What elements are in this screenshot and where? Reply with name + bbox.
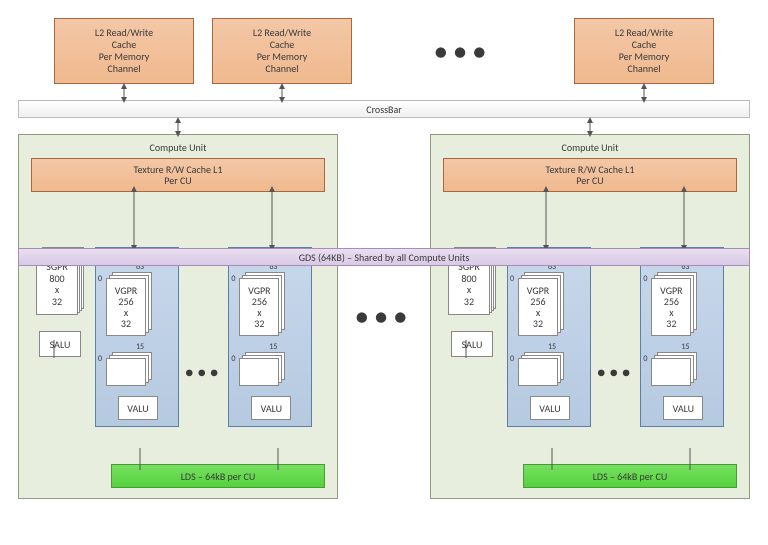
cu-title: Compute Unit — [31, 141, 325, 154]
valu-box: VALU — [118, 396, 158, 420]
crossbar-label: CrossBar — [366, 103, 401, 116]
l1-cache: Texture R/W Cache L1 Per CU — [31, 158, 325, 192]
lds-box: LDS – 64kB per CU — [111, 464, 325, 488]
lds-box: LDS – 64kB per CU — [523, 464, 737, 488]
gds-bar: GDS (64KB) – Shared by all Compute Units — [18, 248, 750, 266]
l2-cache-box: L2 Read/Write Cache Per Memory Channel — [574, 18, 714, 84]
ellipsis-icon: ●●● — [370, 38, 556, 65]
l2-cache-box: L2 Read/Write Cache Per Memory Channel — [212, 18, 352, 84]
compute-unit: Compute Unit Texture R/W Cache L1 Per CU… — [430, 134, 750, 499]
l2-line4: Channel — [107, 63, 140, 75]
salu-box: SALU — [39, 331, 81, 357]
valu-box: VALU — [251, 396, 291, 420]
ellipsis-icon: ●●● — [185, 364, 222, 381]
l1-cache: Texture R/W Cache L1 Per CU — [443, 158, 737, 192]
compute-unit: Compute Unit Texture R/W Cache L1 Per CU… — [18, 134, 338, 499]
simd-block: SIMD 3 63 VGPR 256 x 32 0 — [228, 247, 312, 427]
simd-block: SIMD 0 63 VGPR 256 x 32 0 — [95, 247, 179, 427]
ellipsis-icon: ●●● — [350, 303, 418, 330]
crossbar: CrossBar — [18, 100, 750, 118]
l2-cache-box: L2 Read/Write Cache Per Memory Channel — [54, 18, 194, 84]
gds-label: GDS (64KB) – Shared by all Compute Units — [299, 251, 470, 264]
compute-unit-row: Compute Unit Texture R/W Cache L1 Per CU… — [18, 134, 750, 499]
simd-row: SGPR 800 x 32 SALU SIMD 0 63 — [31, 247, 325, 427]
l2-cache-row: L2 Read/Write Cache Per Memory Channel L… — [18, 18, 750, 84]
